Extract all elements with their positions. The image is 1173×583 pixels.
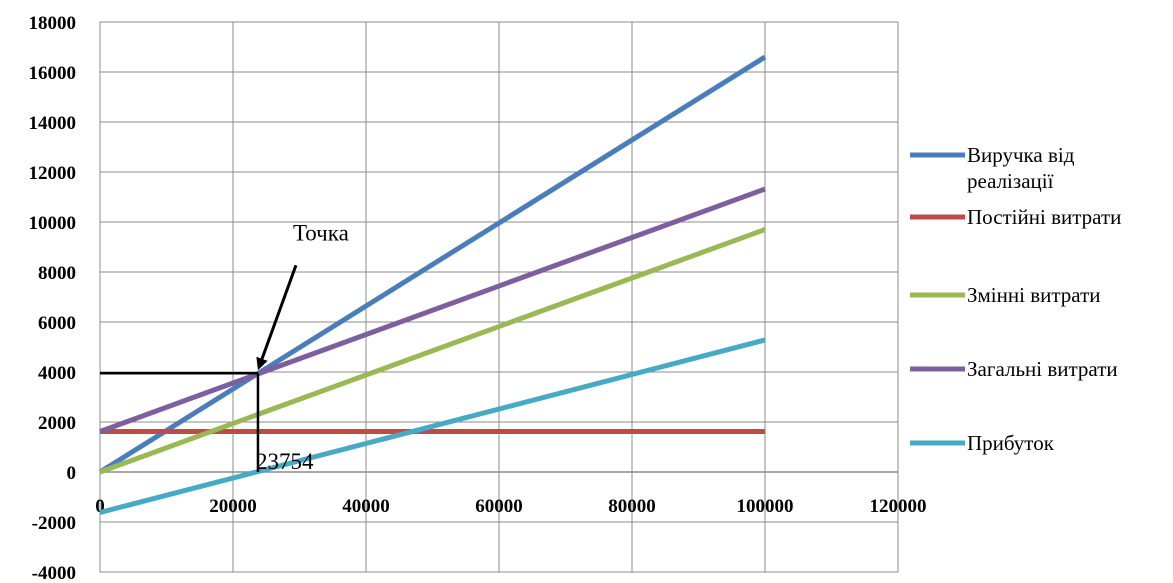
series-line-5 <box>99 337 766 515</box>
legend-label-5: Прибуток <box>967 431 1055 455</box>
legend-label-1: Виручка від реалізації <box>967 143 1075 193</box>
annotations: 23754 Точка <box>100 220 349 474</box>
x-tick-label: 60000 <box>475 496 523 517</box>
y-tick-label: -2000 <box>32 513 76 534</box>
legend-label-4: Загальні витрати <box>967 357 1118 381</box>
point-label: Точка <box>293 220 349 245</box>
y-tick-label: 10000 <box>29 213 77 234</box>
y-tick-label: 16000 <box>29 63 77 84</box>
legend-label-3: Змінні витрати <box>967 283 1101 307</box>
x-tick-label: 0 <box>95 496 105 517</box>
legend-label-2: Постійні витрати <box>967 205 1121 229</box>
series-lines <box>98 54 767 515</box>
y-tick-label: 6000 <box>38 313 76 334</box>
series-line-1 <box>98 54 767 475</box>
series-line-3 <box>99 227 766 475</box>
y-tick-label: 2000 <box>38 413 76 434</box>
legend: Виручка від реалізації Постійні витрати Змі… <box>910 143 1121 455</box>
y-tick-label: 4000 <box>38 363 76 384</box>
x-tick-label: 120000 <box>870 496 927 517</box>
point-arrow <box>256 264 298 371</box>
x-axis: 0 20000 40000 60000 80000 100000 120000 <box>95 471 927 517</box>
x-tick-label: 40000 <box>342 496 390 517</box>
y-tick-label: -4000 <box>32 563 76 583</box>
y-tick-label: 18000 <box>29 13 77 34</box>
x-tick-label: 100000 <box>737 496 794 517</box>
y-tick-label: 14000 <box>29 113 77 134</box>
break-even-value-label: 23754 <box>256 449 314 474</box>
series-line-4 <box>99 186 766 434</box>
y-tick-label: 8000 <box>38 263 76 284</box>
x-tick-label: 80000 <box>608 496 656 517</box>
y-tick-label: 12000 <box>29 163 77 184</box>
x-tick-label: 20000 <box>209 496 257 517</box>
y-axis-ticks: 18000 16000 14000 12000 10000 8000 6000 4000 200… <box>29 13 77 583</box>
y-tick-label: 0 <box>67 463 77 484</box>
